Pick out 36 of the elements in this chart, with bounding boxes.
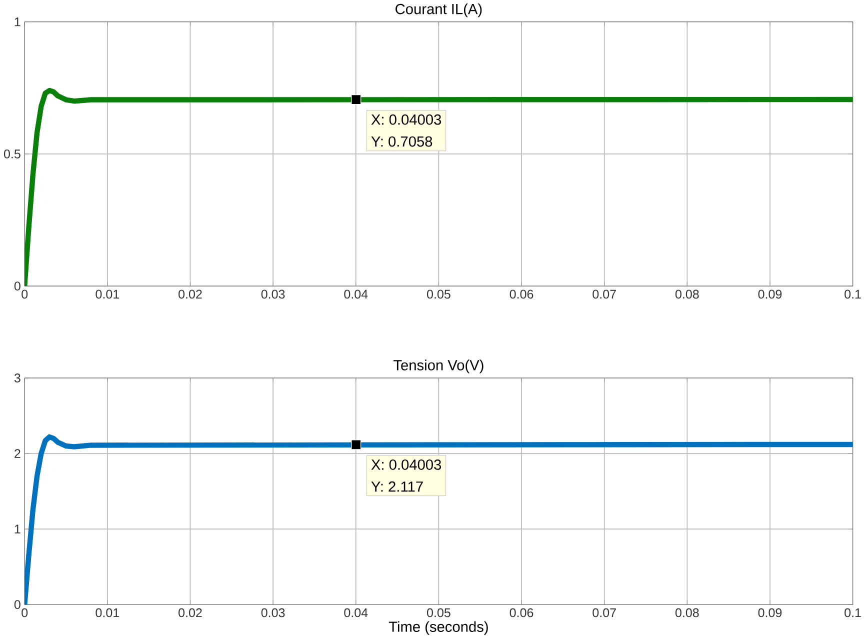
x-tick-label: 0.1 (844, 608, 861, 618)
x-tick-label: 0.01 (96, 290, 119, 298)
x-tick-label: 0.04 (344, 608, 368, 618)
x-tick-label: 0.03 (261, 608, 285, 618)
y-tick-label: 1 (14, 524, 20, 534)
annotation: Y: 2.117 (371, 481, 423, 492)
x-tick-label: 0.1 (844, 290, 861, 298)
annotation: X: 0.04003 (371, 459, 442, 470)
x-tick-label: 0.04 (344, 290, 368, 298)
y-tick-label: 3 (14, 373, 20, 382)
x-tick-label: 0.05 (427, 608, 450, 618)
x-tick-label: 0.06 (510, 608, 534, 618)
y-tick-label: 0.5 (4, 149, 20, 158)
x-tick-label: 0.02 (178, 608, 202, 618)
annotation: Y: 0.7058 (371, 136, 432, 147)
x-tick-label: 0 (22, 290, 28, 298)
x-tick-label: 0.01 (96, 608, 119, 618)
y-tick-label: 0 (14, 281, 20, 290)
x-tick-label: 0.03 (261, 290, 285, 298)
x-tick-label: 0.09 (758, 290, 782, 298)
x-tick-label: 0.05 (427, 290, 450, 298)
annotation: X: 0.04003 (371, 114, 442, 125)
x-tick-label: 0.08 (675, 290, 699, 298)
x-tick-label: 0.02 (178, 290, 202, 298)
x-tick-label: 0.08 (675, 608, 699, 618)
chart-title: Tension Vo(V) (394, 359, 484, 374)
x-axis-title: Time (seconds) (388, 621, 488, 635)
x-tick-label: 0.07 (592, 608, 616, 618)
x-tick-label: 0.06 (510, 290, 534, 298)
y-tick-label: 2 (14, 448, 20, 458)
x-tick-label: 0 (22, 608, 28, 618)
x-tick-label: 0.07 (592, 290, 616, 298)
chart-title: Courant IL(A) (396, 3, 482, 17)
y-tick-label: 0 (14, 600, 20, 609)
x-tick-label: 0.09 (758, 608, 782, 618)
y-tick-label: 1 (14, 17, 20, 26)
